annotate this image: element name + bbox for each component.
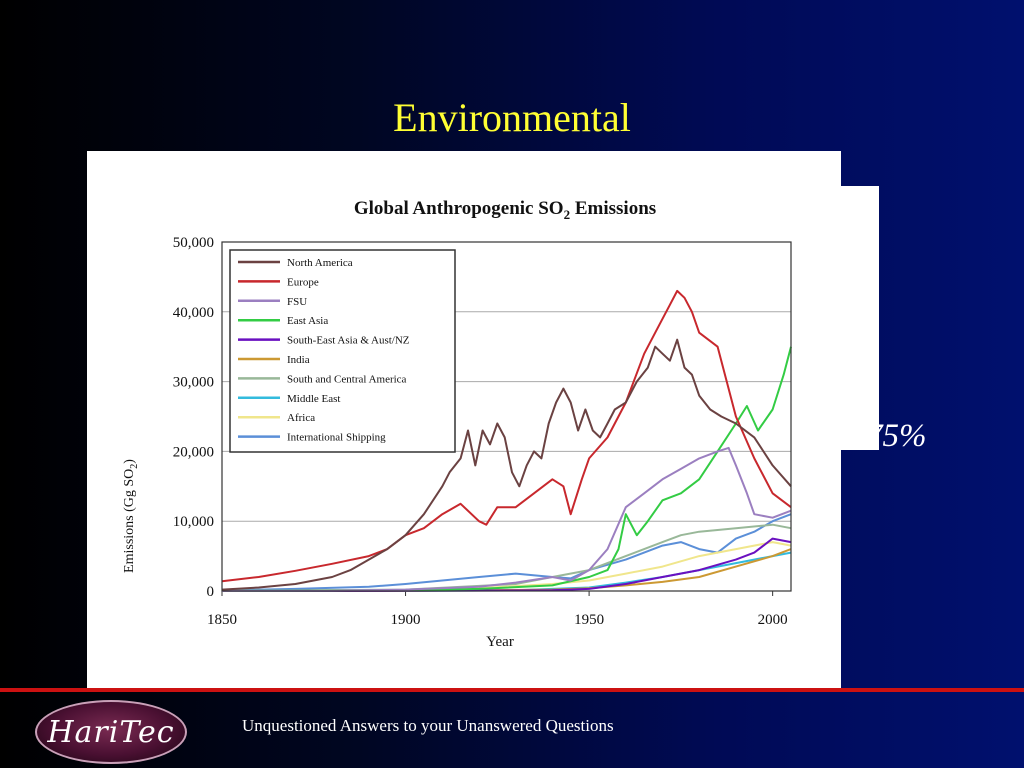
y-tick-label: 30,000 [173,375,214,391]
y-tick-label: 50,000 [173,235,214,251]
so2-emissions-chart: Global Anthropogenic SO2 Emissions Emiss… [122,198,792,650]
legend-box [229,249,456,453]
y-tick-label: 10,000 [173,514,214,530]
legend-label: Middle East [287,393,340,405]
plot-frame [221,241,792,592]
legend-label: Europe [287,276,319,288]
haritec-logo: HariTec [35,700,187,764]
legend-label: India [287,354,310,366]
footer-divider-line [0,688,1024,692]
legend-label: South and Central America [287,373,407,385]
chart-title: Global Anthropogenic SO2 Emissions [354,198,656,222]
legend-label: South-East Asia & Aust/NZ [287,335,410,347]
x-tick-label: 1850 [207,612,237,628]
y-axis-label: Emissions (Gg SO2) [122,459,140,573]
legend-label: North America [287,257,353,269]
legend-label: FSU [287,296,307,308]
partial-percentage-text: 75% [866,418,927,454]
legend-label: International Shipping [287,432,386,444]
y-tick-label: 0 [207,584,215,600]
logo-text: HariTec [47,714,175,750]
y-tick-label: 40,000 [173,305,214,321]
series-line-international-shipping [221,513,792,592]
series-line-north-america [221,338,792,591]
x-axis-label: Year [486,634,514,650]
x-tick-label: 2000 [758,612,788,628]
legend-label: East Asia [287,315,328,327]
series-line-east-asia [221,346,792,592]
legend-label: Africa [287,412,315,424]
slide-title: Environmental [393,95,631,140]
x-tick-label: 1950 [574,612,604,628]
series-line-fsu [221,446,792,592]
x-tick-label: 1900 [391,612,421,628]
footer-tagline: Unquestioned Answers to your Unanswered … [242,716,614,735]
chart-panel: Global Anthropogenic SO2 Emissions Emiss… [87,151,841,689]
y-tick-label: 20,000 [173,444,214,460]
